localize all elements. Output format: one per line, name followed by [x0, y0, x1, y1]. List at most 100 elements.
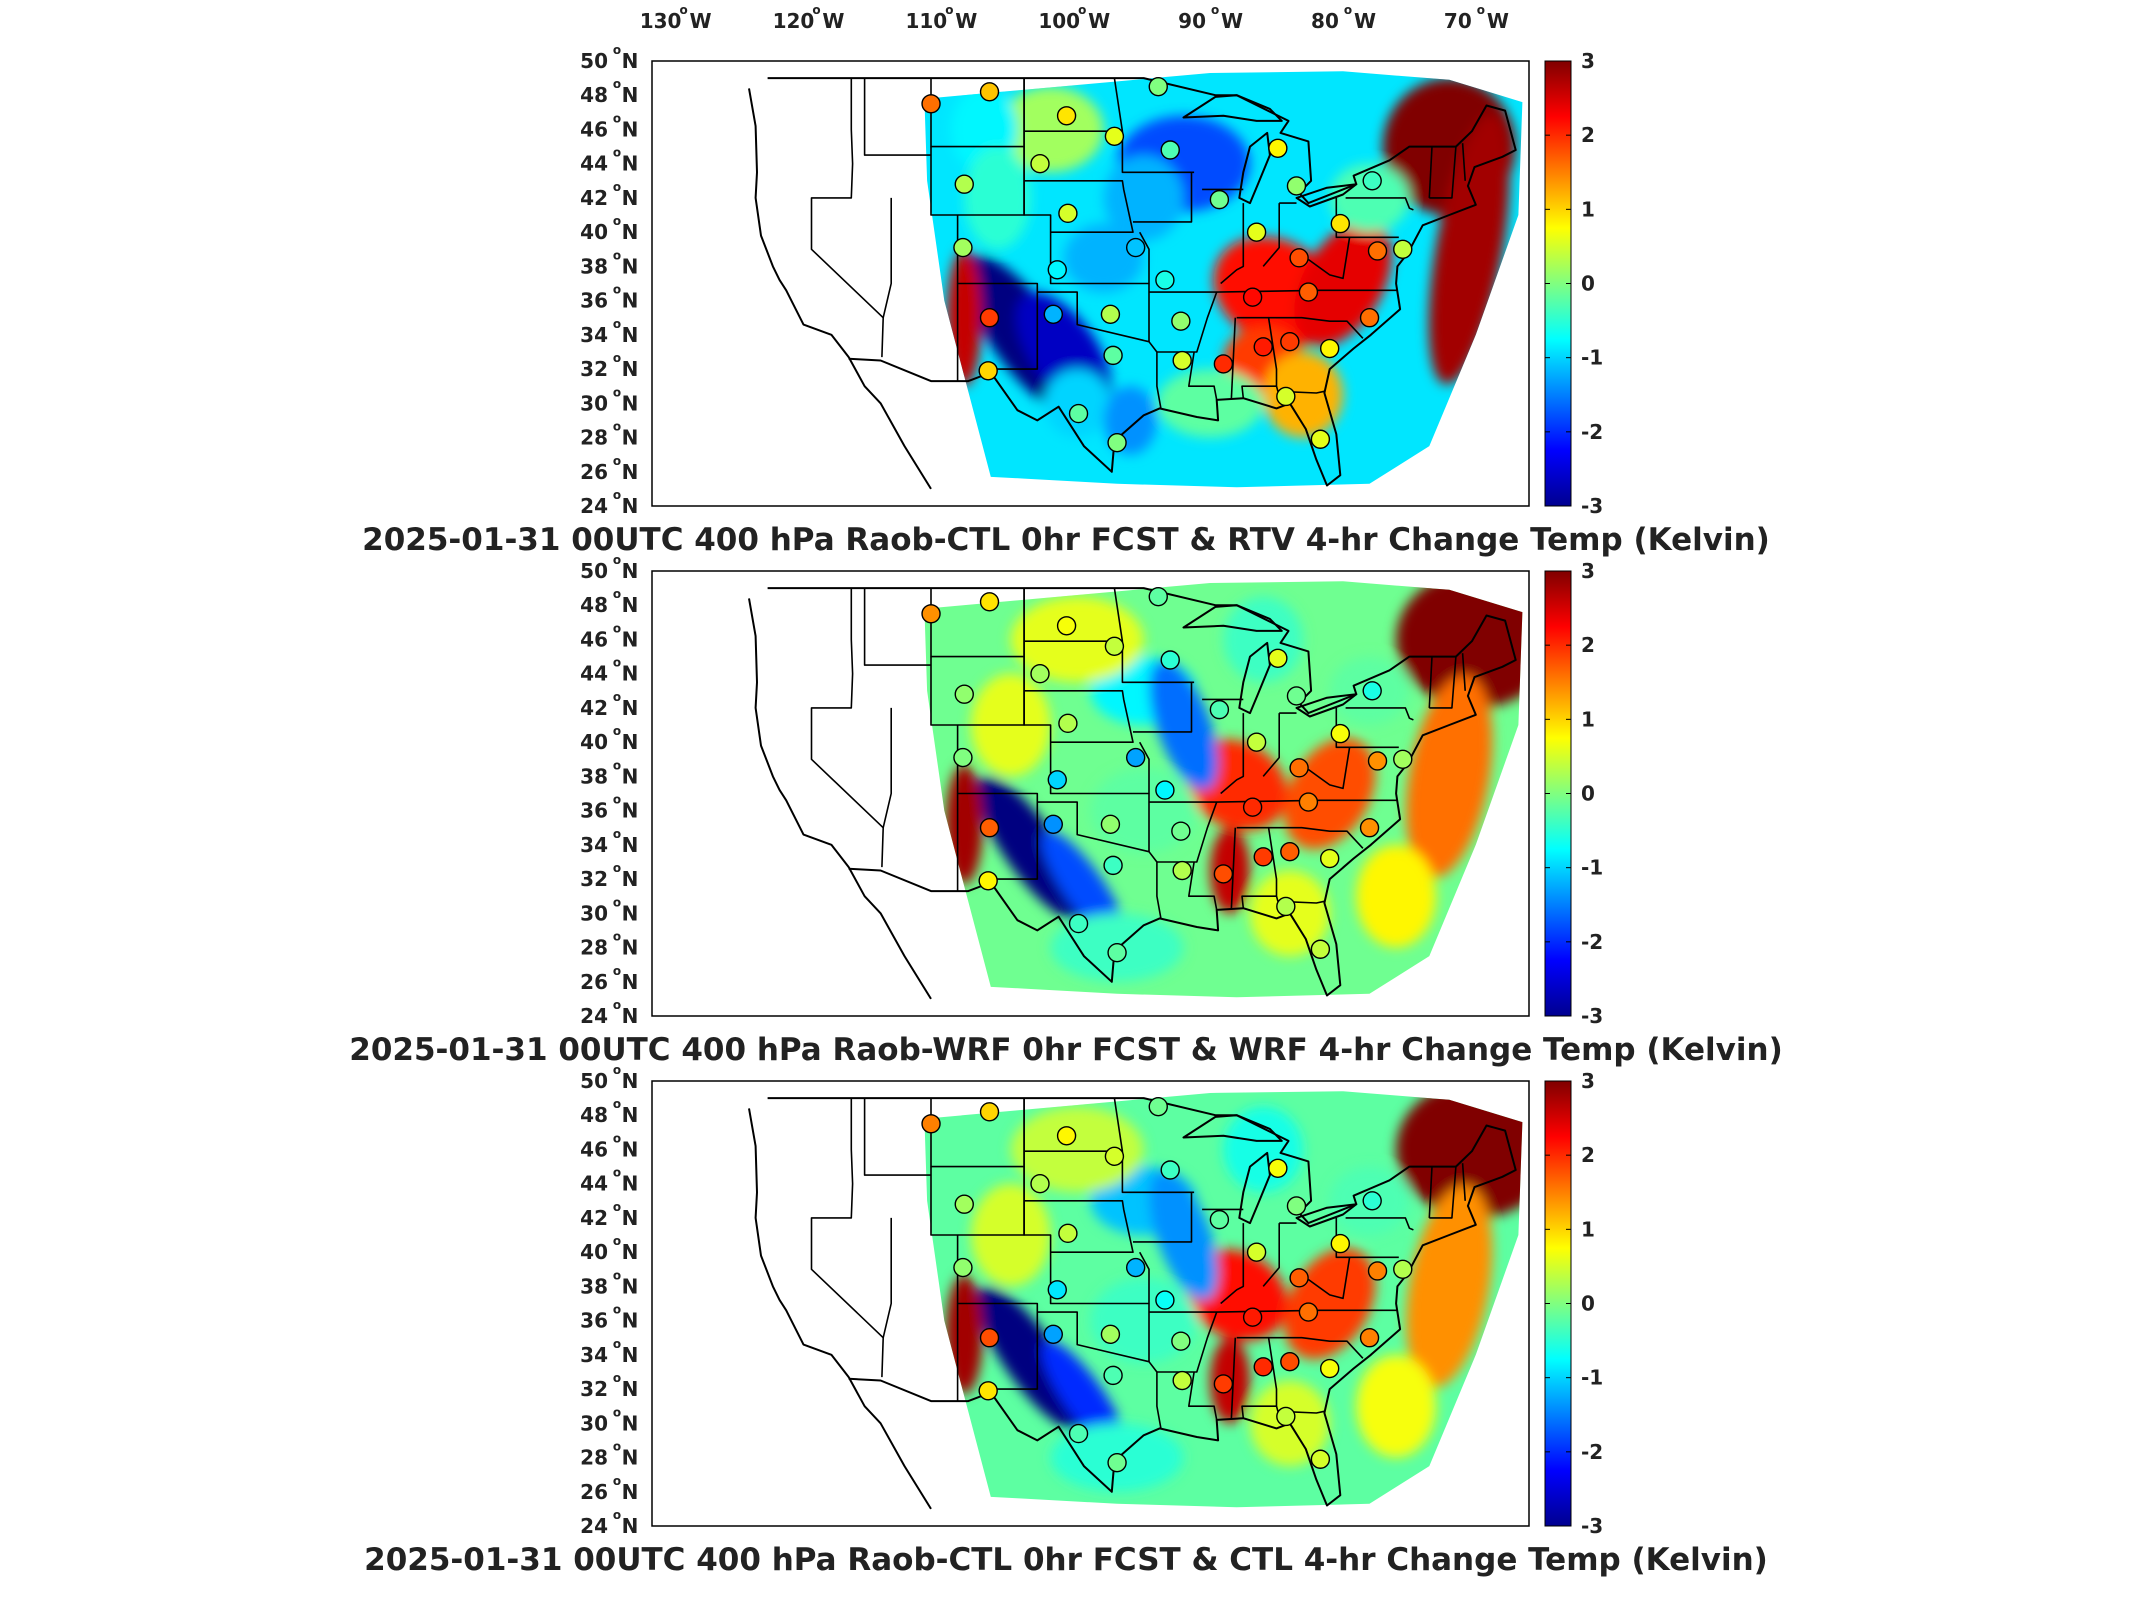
raob-station-marker — [1253, 337, 1273, 357]
raob-station-marker — [1171, 1331, 1191, 1351]
raob-station-marker — [1100, 814, 1121, 835]
raob-station-marker — [1393, 1259, 1413, 1279]
state-border — [1023, 588, 1150, 795]
lat-tick-suffix: N — [622, 730, 639, 754]
state-border — [956, 215, 1039, 370]
state-border — [956, 725, 1039, 880]
great-lake-outline — [1182, 604, 1283, 632]
lon-tick-suffix: W — [955, 9, 977, 33]
state-border — [1023, 78, 1150, 285]
panel-title-rtv: 2025-01-31 00UTC 400 hPa Raob-CTL 0hr FC… — [362, 522, 1770, 558]
lat-tick-label: 24 — [580, 494, 608, 518]
degree-symbol: o — [613, 827, 621, 841]
lat-tick-label: 42 — [580, 1206, 608, 1230]
lat-tick-suffix: N — [622, 662, 639, 686]
lat-tick-label: 28 — [580, 426, 608, 450]
degree-symbol: o — [613, 385, 621, 399]
degree-symbol: o — [613, 351, 621, 365]
raob-station-marker — [954, 1194, 974, 1214]
field-anomaly — [1149, 1170, 1218, 1301]
great-lake-outline — [1182, 94, 1283, 122]
raob-station-marker — [1319, 1358, 1340, 1379]
raob-station-marker — [1362, 1191, 1382, 1211]
state-border — [1429, 146, 1457, 199]
raob-stations — [921, 586, 1413, 963]
state-border — [1461, 1163, 1466, 1201]
lat-tick-label: 42 — [580, 186, 608, 210]
lat-tick-suffix: N — [622, 1343, 639, 1367]
state-border — [1268, 826, 1364, 849]
lat-tick-suffix: N — [622, 460, 639, 484]
state-border — [1148, 341, 1162, 409]
degree-symbol: o — [613, 621, 621, 635]
degree-symbol: o — [1344, 3, 1352, 17]
raob-station-marker — [1209, 1209, 1230, 1230]
raob-station-marker — [1298, 1302, 1319, 1322]
lat-tick-suffix: N — [622, 764, 639, 788]
lat-tick-label: 24 — [580, 1514, 608, 1538]
lat-tick-label: 34 — [580, 1343, 608, 1367]
raob-station-marker — [954, 174, 974, 194]
lat-tick-label: 30 — [580, 1411, 608, 1435]
lat-tick-suffix: N — [622, 220, 639, 244]
lat-tick-suffix: N — [622, 559, 639, 583]
field-anomaly — [1223, 596, 1304, 683]
degree-symbol: o — [812, 3, 820, 17]
state-border — [1236, 826, 1278, 909]
raob-station-marker — [1367, 751, 1388, 771]
lat-tick-label: 42 — [580, 696, 608, 720]
state-border — [1307, 747, 1351, 790]
state-border — [1307, 237, 1351, 280]
degree-symbol: o — [613, 488, 621, 502]
raob-station-marker — [1068, 913, 1089, 934]
west-coastline — [748, 598, 932, 1000]
lat-tick-label: 40 — [580, 1240, 608, 1264]
raob-station-marker — [1107, 432, 1127, 453]
map-boundaries — [748, 587, 1517, 1000]
colorbar-tick-label: 2 — [1581, 123, 1595, 147]
degree-symbol: o — [613, 317, 621, 331]
lat-tick-suffix: N — [622, 627, 639, 651]
raob-station-marker — [1246, 1242, 1267, 1262]
raob-station-marker — [1276, 896, 1296, 917]
state-border — [1428, 656, 1433, 708]
great-lake-outline — [1238, 641, 1271, 715]
lat-tick-suffix: N — [622, 867, 639, 891]
state-border — [1307, 1257, 1351, 1300]
field-anomaly — [964, 146, 1031, 250]
lat-tick-suffix: N — [622, 936, 639, 960]
raob-station-marker — [1047, 770, 1067, 790]
colorbar-tick-label: 0 — [1581, 782, 1595, 806]
state-border — [1188, 1371, 1218, 1421]
lat-tick-suffix: N — [622, 1004, 639, 1028]
raob-station-marker — [1362, 171, 1382, 191]
us-border-coastline — [767, 587, 1517, 997]
lat-tick-suffix: N — [622, 799, 639, 823]
raob-station-marker — [1056, 1126, 1077, 1146]
raob-station-marker — [979, 82, 1000, 102]
degree-symbol: o — [613, 77, 621, 91]
state-border — [1037, 283, 1150, 343]
raob-station-marker — [1253, 1357, 1273, 1377]
state-border — [1275, 1405, 1325, 1414]
degree-symbol: o — [613, 587, 621, 601]
lon-tick-suffix: W — [690, 9, 712, 33]
field-anomaly — [1263, 351, 1343, 438]
raob-station-marker — [1125, 237, 1146, 258]
state-border — [1345, 707, 1414, 721]
state-border — [1429, 656, 1457, 709]
field-anomaly — [1103, 155, 1184, 241]
lat-tick-suffix: N — [622, 1206, 639, 1230]
raob-station-marker — [979, 818, 1000, 838]
raob-station-marker — [1289, 1268, 1309, 1288]
raob-station-marker — [1172, 860, 1192, 881]
raob-station-marker — [1246, 222, 1267, 242]
degree-symbol: o — [613, 964, 621, 978]
raob-station-marker — [1104, 126, 1125, 147]
state-border — [1345, 1217, 1414, 1231]
raob-station-marker — [1280, 1351, 1300, 1372]
lat-tick-suffix: N — [622, 1514, 639, 1538]
state-border — [1275, 895, 1325, 904]
lat-tick-label: 28 — [580, 1446, 608, 1470]
lat-tick-label: 26 — [580, 460, 608, 484]
